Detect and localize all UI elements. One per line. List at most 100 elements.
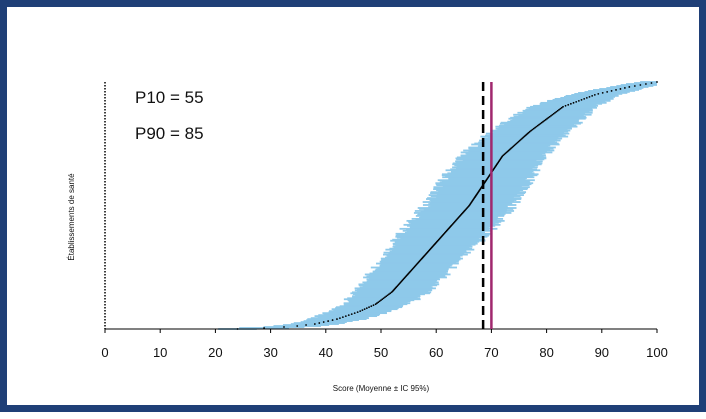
score-point [547,116,550,119]
score-point [619,88,622,90]
score-points [236,81,658,330]
score-point [382,297,385,300]
score-point [331,319,334,321]
ci-bar [626,83,657,85]
score-point [536,124,539,127]
score-point [556,109,559,112]
score-point [588,95,591,98]
score-point [540,121,543,124]
score-point [381,298,384,301]
score-point [353,312,356,315]
score-point [365,307,368,310]
score-point [384,296,386,299]
x-tick-label: 70 [484,345,498,360]
chart: 0 10 20 30 40 50 60 70 80 90 100 P10 = 55 P90 = 85… [67,81,668,393]
score-point [656,81,658,83]
score-point [543,119,546,122]
ci-bar [634,82,657,84]
score-point [554,111,556,114]
x-tick-label: 90 [595,345,609,360]
score-point [569,102,572,105]
x-tick-label: 20 [208,345,222,360]
score-point [356,311,359,314]
score-point [572,101,575,104]
score-point [305,324,307,326]
score-point [575,100,578,103]
x-axis-ticks: 0 10 20 30 40 50 60 70 80 90 100 [101,329,668,360]
score-point [359,310,362,313]
score-point [564,104,567,107]
score-point [551,113,554,116]
score-point [542,120,544,123]
x-tick-label: 100 [646,345,668,360]
score-point [528,130,531,133]
score-point [544,118,547,121]
x-axis-label: Score (Moyenne ± IC 95%) [333,384,430,393]
score-point [376,302,378,305]
score-point [546,117,548,120]
score-point [344,315,347,318]
score-point [374,303,377,306]
score-point [531,128,534,131]
x-tick-label: 30 [263,345,277,360]
score-point [380,299,382,302]
score-point [593,93,596,96]
score-point [615,89,617,91]
score-point [583,97,586,100]
score-point [567,103,570,106]
score-point [538,123,540,126]
score-point [585,96,588,99]
score-point [363,308,366,311]
x-tick-label: 40 [319,345,333,360]
confidence-intervals [218,81,657,330]
score-point [386,294,389,297]
x-tick-label: 50 [374,345,388,360]
p90-annotation: P90 = 85 [135,124,204,143]
score-point [559,107,562,110]
score-point [339,317,341,319]
score-point [378,300,381,303]
score-point [370,305,373,308]
score-point [628,86,631,88]
x-tick-label: 80 [539,345,553,360]
score-point [313,323,316,325]
score-point [550,114,552,117]
score-point [552,112,555,115]
score-point [577,99,580,102]
ci-bar [620,84,657,86]
score-point [558,108,560,111]
x-tick-label: 0 [101,345,108,360]
score-point [650,82,653,84]
score-point [645,83,647,85]
score-point [580,98,583,101]
score-point [597,93,600,95]
score-point [322,321,325,323]
score-point [377,301,380,304]
y-axis-label: Établissements de santé [67,173,76,261]
score-point [535,125,538,128]
score-point [336,318,338,320]
score-point [318,322,321,324]
score-point [350,313,353,316]
score-point [368,306,370,309]
score-point [548,115,551,118]
score-point [530,129,533,132]
score-point [263,327,265,329]
score-point [591,94,594,97]
score-point [532,127,535,130]
score-point [283,326,285,328]
score-point [539,122,542,125]
score-point [327,320,330,322]
ci-bar [640,81,657,83]
score-point [385,295,388,298]
x-tick-label: 60 [429,345,443,360]
score-point [341,316,344,318]
score-point [296,325,299,327]
score-point [562,105,564,108]
p10-annotation: P10 = 55 [135,88,204,107]
x-tick-label: 10 [153,345,167,360]
score-point [555,110,558,113]
score-point [633,85,636,87]
score-point [610,90,613,92]
